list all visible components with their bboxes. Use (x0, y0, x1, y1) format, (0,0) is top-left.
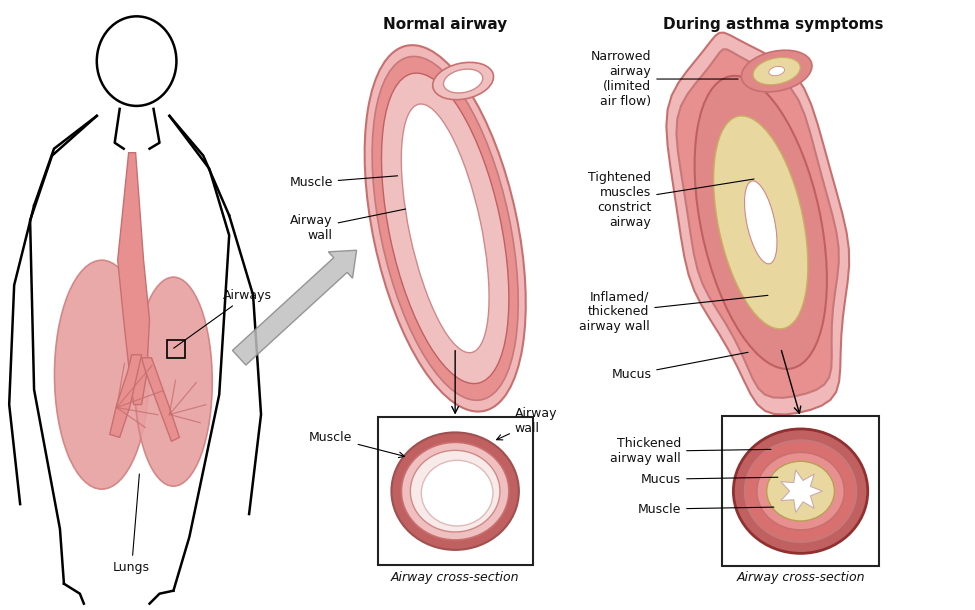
Text: Tightened
muscles
constrict
airway: Tightened muscles constrict airway (588, 171, 754, 229)
Ellipse shape (745, 181, 777, 264)
Ellipse shape (733, 429, 868, 553)
Polygon shape (110, 355, 141, 437)
Ellipse shape (372, 57, 519, 400)
Polygon shape (677, 49, 838, 398)
Ellipse shape (444, 69, 483, 93)
Text: Inflamed/
thickened
airway wall: Inflamed/ thickened airway wall (578, 290, 768, 334)
Text: Muscle: Muscle (290, 176, 398, 189)
Ellipse shape (741, 50, 812, 92)
Ellipse shape (402, 104, 489, 353)
Polygon shape (781, 470, 823, 512)
Text: Muscle: Muscle (638, 503, 774, 515)
Ellipse shape (694, 76, 827, 369)
Text: Mucus: Mucus (642, 473, 778, 486)
Text: Airway
wall: Airway wall (291, 209, 406, 242)
Ellipse shape (381, 73, 509, 384)
Ellipse shape (410, 450, 500, 532)
Ellipse shape (402, 442, 509, 540)
Ellipse shape (433, 62, 493, 99)
Text: Mucus: Mucus (611, 353, 748, 381)
Text: Muscle: Muscle (309, 431, 405, 458)
Bar (722, 417, 879, 566)
Text: Normal airway: Normal airway (383, 17, 507, 32)
Ellipse shape (745, 440, 856, 542)
Text: Narrowed
airway
(limited
air flow): Narrowed airway (limited air flow) (591, 50, 738, 108)
Text: Airway cross-section: Airway cross-section (736, 571, 865, 584)
Text: Lungs: Lungs (113, 474, 150, 574)
Ellipse shape (757, 453, 844, 530)
Polygon shape (666, 33, 849, 414)
Ellipse shape (766, 461, 835, 521)
Polygon shape (118, 152, 149, 404)
Ellipse shape (365, 45, 526, 412)
Text: Airway cross-section: Airway cross-section (391, 571, 520, 584)
Ellipse shape (135, 277, 213, 486)
Polygon shape (141, 357, 179, 442)
Text: Airways: Airways (174, 289, 272, 348)
Text: Airway
wall: Airway wall (496, 407, 558, 440)
Text: Thickened
airway wall: Thickened airway wall (610, 437, 771, 465)
Ellipse shape (391, 432, 519, 550)
Ellipse shape (753, 57, 800, 85)
Ellipse shape (55, 260, 149, 489)
Ellipse shape (421, 461, 493, 526)
Bar (378, 417, 532, 565)
Ellipse shape (714, 116, 808, 329)
Text: During asthma symptoms: During asthma symptoms (663, 17, 884, 32)
Ellipse shape (769, 66, 785, 76)
FancyArrow shape (232, 250, 357, 365)
Bar (168, 340, 185, 357)
